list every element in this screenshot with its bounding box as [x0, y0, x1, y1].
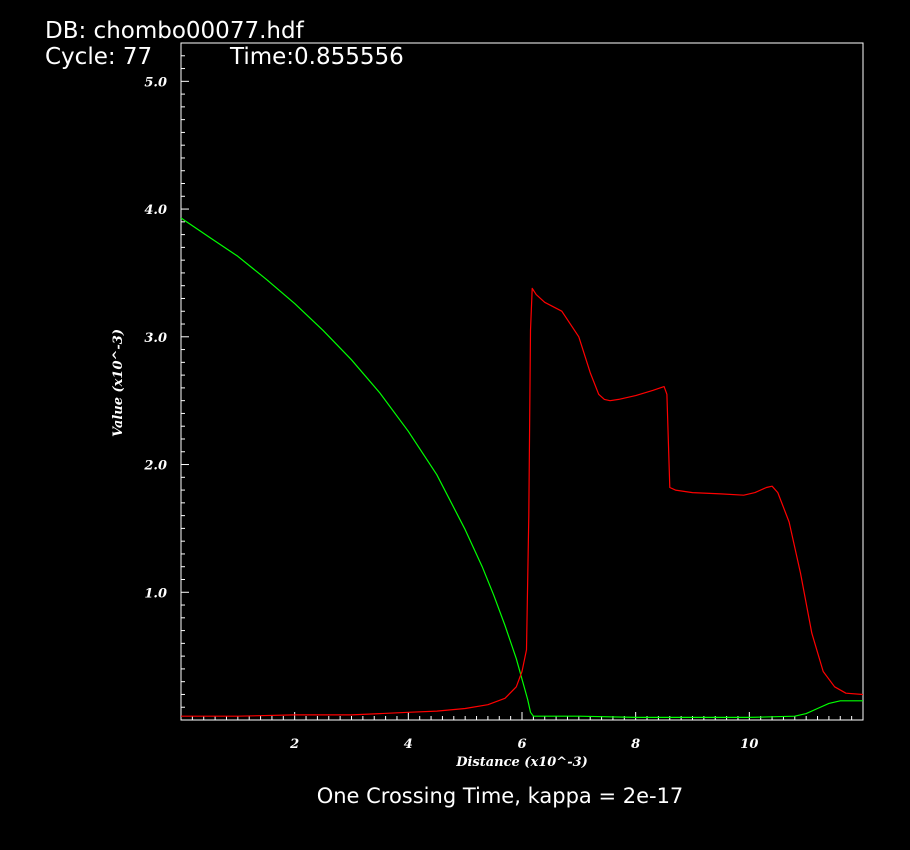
axis-ticks — [181, 55, 853, 720]
plot-frame — [180, 42, 864, 721]
plot-caption: One Crossing Time, kappa = 2e-17 — [316, 784, 684, 808]
y-tick-label: 5.0 — [144, 75, 167, 90]
series-line-2 — [181, 287, 864, 717]
cycle-label: Cycle: 77 — [45, 44, 153, 70]
x-axis-label: Distance (x10^-3) — [455, 755, 588, 770]
y-tick-label: 1.0 — [144, 586, 167, 601]
y-tick-label: 2.0 — [143, 459, 167, 474]
x-tick-label: 8 — [631, 737, 640, 752]
series-line-1 — [180, 217, 863, 719]
x-tick-label: 10 — [740, 737, 758, 752]
x-tick-label: 4 — [404, 737, 413, 752]
y-tick-label: 3.0 — [144, 331, 167, 346]
series-layer — [180, 217, 864, 719]
x-tick-label: 6 — [517, 737, 526, 752]
y-tick-label: 4.0 — [144, 203, 167, 218]
y-axis-label: Value (x10^-3) — [111, 329, 126, 437]
time-label: Time:0.855556 — [230, 44, 404, 70]
x-tick-label: 2 — [289, 737, 299, 752]
axis-tick-labels: 2 4 6 8 10 1.0 2.0 3.0 4.0 5.0 — [143, 75, 758, 752]
database-filename: DB: chombo00077.hdf — [45, 18, 304, 44]
